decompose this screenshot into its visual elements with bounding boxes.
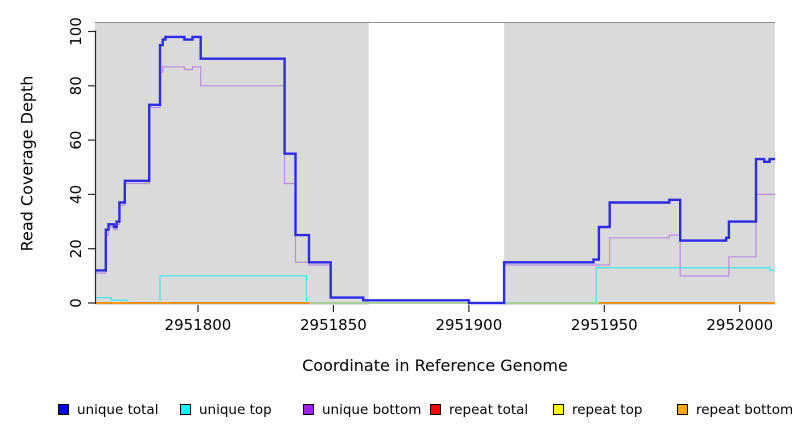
y-tick-label: 0 [67,298,85,308]
masked-region [368,22,505,305]
x-tick-label: 2951900 [435,316,502,334]
y-tick-label: 60 [67,131,85,150]
y-axis-title: Read Coverage Depth [17,75,37,252]
series-line-unique-total [95,35,775,305]
series-line-unique-top [95,267,775,304]
y-tick-label: 20 [67,239,85,258]
x-axis-title: Coordinate in Reference Genome [302,356,568,375]
x-tick-label: 2952000 [706,316,773,334]
x-tick-label: 2951950 [571,316,638,334]
y-tick-label: 80 [67,76,85,95]
x-tick-label: 2951850 [300,316,367,334]
x-tick-label: 2951800 [165,316,232,334]
y-tick-label: 100 [67,17,85,46]
y-tick-label: 40 [67,185,85,204]
